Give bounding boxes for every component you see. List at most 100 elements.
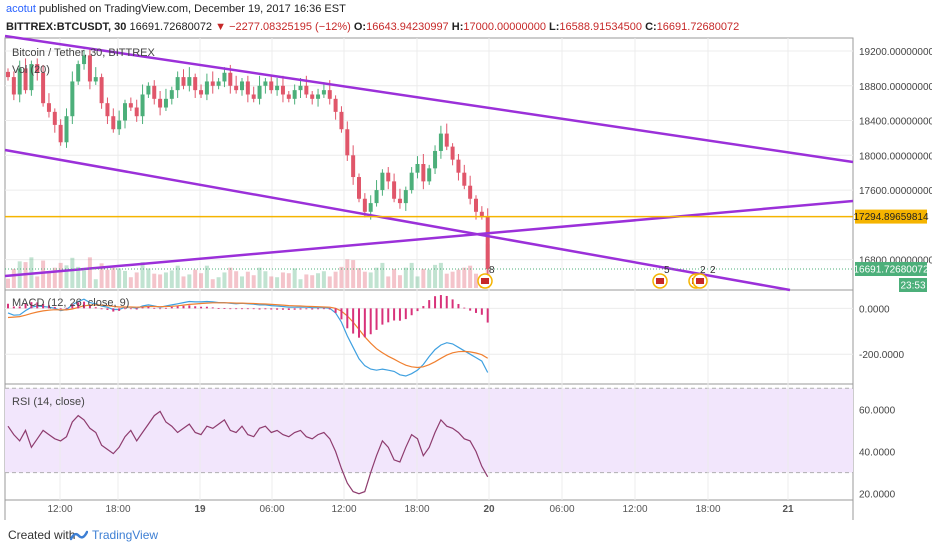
candle-body	[222, 72, 227, 82]
chart-header: acotut published on TradingView.com, Dec…	[0, 0, 932, 38]
macd-histogram-bar	[404, 308, 407, 320]
macd-histogram-bar	[124, 308, 126, 310]
macd-histogram-bar	[469, 308, 472, 311]
macd-histogram-bar	[159, 308, 162, 310]
macd-histogram-bar	[264, 308, 267, 310]
volume-bar	[316, 273, 321, 288]
volume-bar	[456, 269, 461, 288]
rsi-tick-label: 40.0000	[859, 447, 896, 458]
volume-bar	[286, 273, 291, 288]
candle-body	[380, 172, 385, 191]
lower-trendline[interactable]	[4, 148, 791, 292]
footer: Created with TradingView	[0, 520, 932, 550]
candle-body	[199, 90, 204, 95]
macd-histogram-bar	[77, 302, 80, 309]
candle-body	[427, 168, 432, 182]
candle	[140, 84, 145, 125]
time-tick-label: 18:00	[105, 504, 130, 515]
volume-bar	[444, 273, 449, 288]
candle	[128, 97, 133, 111]
macd-histogram-bar	[170, 306, 173, 309]
macd-histogram-bar	[188, 305, 191, 309]
quote-line: BITTREX:BTCUSDT, 30 16691.72680072 ▼ −22…	[6, 21, 739, 33]
macd-histogram-bar	[416, 308, 419, 312]
volume-bar	[163, 272, 168, 288]
price-tick-label: 18800.00000000	[859, 82, 932, 93]
volume-bar	[64, 265, 69, 288]
candle-body	[263, 81, 268, 86]
volume-bar	[275, 277, 280, 288]
volume-bar	[140, 262, 145, 288]
macd-histogram-bar	[53, 306, 56, 309]
macd-histogram-bar	[281, 308, 284, 310]
macd-histogram-bar	[457, 303, 460, 309]
candle	[386, 167, 391, 190]
event-count: 2	[700, 265, 706, 276]
candle-body	[11, 77, 16, 95]
macd-histogram-bar	[311, 308, 314, 310]
macd-histogram-bar	[241, 308, 243, 310]
candle	[397, 188, 402, 209]
macd-histogram-bar	[322, 308, 325, 310]
price-tick-label: 18400.00000000	[859, 117, 932, 128]
macd-histogram-bar	[428, 300, 431, 309]
candle-body	[169, 90, 174, 99]
candle-body	[333, 98, 338, 112]
volume-bar	[292, 268, 297, 288]
rising-trendline[interactable]	[4, 199, 854, 278]
volume-bar	[146, 268, 151, 288]
candle-body	[187, 77, 192, 86]
macd-histogram-bar	[30, 302, 33, 309]
candle-body	[70, 81, 75, 117]
candle	[310, 91, 315, 105]
volume-bar	[87, 257, 92, 288]
candle	[462, 164, 467, 190]
flag-stripe	[481, 278, 489, 284]
upper-trendline[interactable]	[4, 34, 854, 164]
volume-bar	[128, 277, 133, 288]
macd-histogram-bar	[118, 308, 121, 311]
volume-bar	[397, 275, 402, 288]
volume-bar	[450, 271, 455, 288]
macd-histogram-bar	[299, 308, 302, 310]
candle	[29, 60, 34, 96]
candle	[175, 71, 180, 98]
macd-histogram-bar	[463, 307, 466, 309]
volume-bar	[46, 272, 51, 288]
down-arrow-icon: ▼	[215, 21, 227, 33]
candle-body	[421, 164, 426, 182]
volume-bar	[240, 276, 244, 288]
volume-bar	[6, 278, 10, 288]
level-price-label: 17294.89659814	[853, 212, 929, 223]
author-name[interactable]: acotut	[6, 3, 36, 15]
candle-body	[362, 198, 367, 212]
candle-body	[146, 85, 151, 95]
candle-body	[204, 81, 209, 95]
tradingview-brand[interactable]: TradingView	[92, 528, 159, 542]
candle	[450, 143, 455, 166]
volume-bar	[409, 262, 414, 288]
candlesticks[interactable]	[6, 47, 490, 275]
time-tick-label: 06:00	[549, 504, 574, 515]
volume-bar	[310, 275, 315, 288]
candle	[187, 67, 192, 92]
candle-body	[374, 190, 379, 204]
macd-histogram-bar	[88, 305, 91, 309]
volume-bar	[175, 265, 180, 288]
candle-body	[93, 77, 98, 82]
volume-bar	[321, 271, 326, 288]
volume-bar	[380, 262, 385, 288]
macd-histogram-bar	[445, 295, 448, 309]
rsi-tick-label: 20.0000	[859, 490, 896, 501]
tradingview-logo-icon	[69, 528, 89, 541]
candle-body	[76, 64, 81, 82]
candle-body	[158, 98, 163, 108]
candle-body	[304, 85, 309, 95]
macd-histogram-bar	[112, 308, 115, 312]
macd-histogram-bar	[475, 308, 477, 313]
candle-body	[234, 85, 239, 91]
candle	[280, 75, 285, 103]
macd-histogram-bar	[176, 306, 179, 309]
